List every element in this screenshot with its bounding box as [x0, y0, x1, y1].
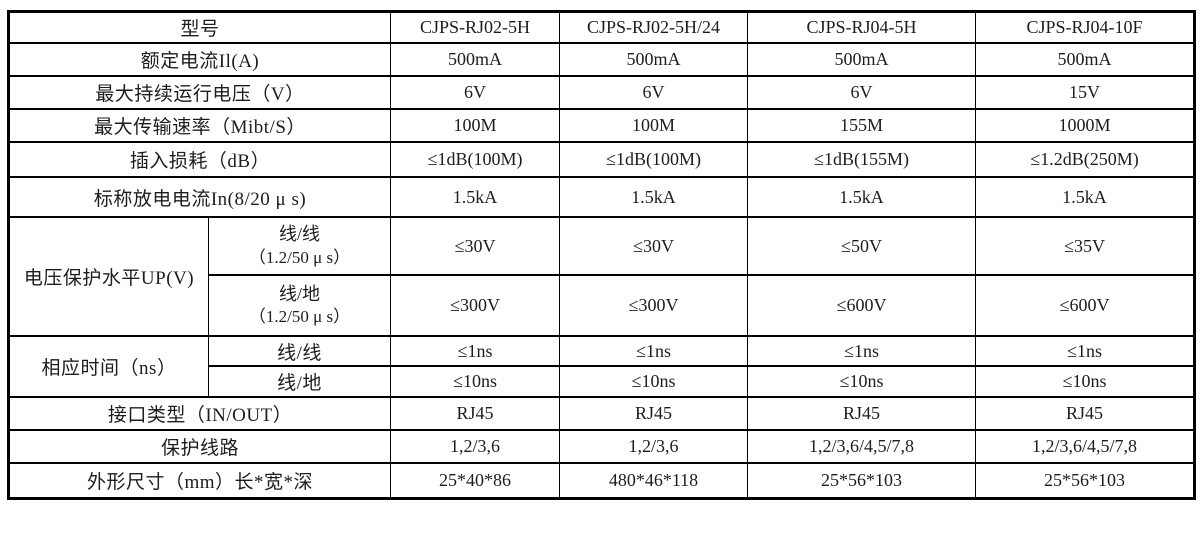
- row-label: 外形尺寸（mm）长*宽*深: [7, 462, 392, 500]
- model-name: CJPS-RJ02-5H/24: [559, 10, 749, 44]
- spec-value: 1.5kA: [390, 176, 561, 218]
- spec-value: 6V: [390, 75, 561, 110]
- spec-value: ≤10ns: [390, 365, 561, 398]
- row-label: 标称放电电流In(8/20 μ s): [7, 176, 392, 218]
- spec-value: ≤30V: [559, 216, 749, 276]
- spec-row-transfer-rate: 最大传输速率（Mibt/S） 100M 100M 155M 1000M: [7, 108, 1196, 143]
- row-label: 最大传输速率（Mibt/S）: [7, 108, 392, 143]
- spec-value: ≤1ns: [975, 335, 1196, 367]
- spec-value: 1.5kA: [975, 176, 1196, 218]
- subrow-label-note: （1.2/50 μ s）: [248, 307, 351, 327]
- spec-table: 型号 CJPS-RJ02-5H CJPS-RJ02-5H/24 CJPS-RJ0…: [7, 10, 1197, 500]
- spec-value: ≤1dB(100M): [390, 141, 561, 178]
- spec-row-up-line-line: 电压保护水平UP(V) 线/线 （1.2/50 μ s） ≤30V ≤30V ≤…: [8, 216, 1196, 337]
- spec-value: 1000M: [975, 108, 1196, 143]
- spec-value: 500mA: [559, 42, 749, 77]
- model-row: 型号 CJPS-RJ02-5H CJPS-RJ02-5H/24 CJPS-RJ0…: [7, 10, 1196, 44]
- subrow-label-note: （1.2/50 μ s）: [248, 247, 351, 267]
- spec-value: 25*56*103: [975, 462, 1196, 500]
- row-label: 额定电流Il(A): [7, 42, 392, 77]
- spec-value: 500mA: [390, 42, 561, 77]
- spec-value: ≤600V: [747, 274, 977, 337]
- spec-value: ≤10ns: [559, 365, 749, 398]
- spec-value: ≤50V: [747, 216, 977, 276]
- spec-row-max-voltage: 最大持续运行电压（V） 6V 6V 6V 15V: [7, 75, 1196, 110]
- spec-value: 1,2/3,6: [559, 429, 749, 464]
- spec-value: 1,2/3,6/4,5/7,8: [975, 429, 1196, 464]
- spec-value: ≤1ns: [559, 335, 749, 367]
- group-label-voltage-protection: 电压保护水平UP(V): [8, 216, 209, 337]
- spec-value: RJ45: [390, 396, 561, 431]
- row-label: 最大持续运行电压（V）: [7, 75, 392, 110]
- spec-row-up-line-ground: 线/地 （1.2/50 μ s） ≤300V ≤300V ≤600V ≤600V: [9, 274, 1196, 337]
- spec-row-response-line-ground: 线/地 ≤10ns ≤10ns ≤10ns ≤10ns: [9, 365, 1196, 398]
- spec-value: 6V: [559, 75, 749, 110]
- spec-value: ≤1dB(155M): [747, 141, 977, 178]
- spec-value: ≤1ns: [747, 335, 977, 367]
- spec-row-protected-lines: 保护线路 1,2/3,6 1,2/3,6 1,2/3,6/4,5/7,8 1,2…: [7, 429, 1196, 464]
- spec-value: ≤30V: [390, 216, 561, 276]
- spec-row-insertion-loss: 插入损耗（dB） ≤1dB(100M) ≤1dB(100M) ≤1dB(155M…: [7, 141, 1196, 178]
- spec-value: 480*46*118: [559, 462, 749, 500]
- spec-value: ≤300V: [559, 274, 749, 337]
- spec-row-rated-current: 额定电流Il(A) 500mA 500mA 500mA 500mA: [7, 42, 1196, 77]
- spec-value: 100M: [390, 108, 561, 143]
- spec-value: 25*40*86: [390, 462, 561, 500]
- spec-value: ≤10ns: [747, 365, 977, 398]
- subrow-label: 线/地: [207, 365, 392, 398]
- spec-value: 1,2/3,6/4,5/7,8: [747, 429, 977, 464]
- spec-value: RJ45: [559, 396, 749, 431]
- spec-value: ≤1.2dB(250M): [975, 141, 1196, 178]
- spec-value: 1.5kA: [747, 176, 977, 218]
- spec-value: 1,2/3,6: [390, 429, 561, 464]
- model-name: CJPS-RJ04-5H: [747, 10, 977, 44]
- model-name: CJPS-RJ04-10F: [975, 10, 1196, 44]
- spec-value: ≤1ns: [390, 335, 561, 367]
- spec-value: 15V: [975, 75, 1196, 110]
- subrow-label: 线/地: [279, 283, 321, 304]
- spec-value: ≤300V: [390, 274, 561, 337]
- row-label: 插入损耗（dB）: [7, 141, 392, 178]
- spec-row-interface-type: 接口类型（IN/OUT） RJ45 RJ45 RJ45 RJ45: [7, 396, 1196, 431]
- row-label: 接口类型（IN/OUT）: [7, 396, 392, 431]
- subrow-label-cell: 线/地 （1.2/50 μ s）: [207, 274, 392, 337]
- subrow-label: 线/线: [279, 224, 321, 245]
- subrow-label-cell: 线/线 （1.2/50 μ s）: [207, 216, 392, 276]
- spec-value: RJ45: [975, 396, 1196, 431]
- spec-value: 1.5kA: [559, 176, 749, 218]
- spec-value: ≤35V: [975, 216, 1196, 276]
- spec-value: ≤600V: [975, 274, 1196, 337]
- spec-row-response-line-line: 相应时间（ns） 线/线 ≤1ns ≤1ns ≤1ns ≤1ns: [8, 335, 1196, 398]
- spec-value: 100M: [559, 108, 749, 143]
- spec-value: 500mA: [747, 42, 977, 77]
- row-label: 保护线路: [7, 429, 392, 464]
- spec-value: ≤1dB(100M): [559, 141, 749, 178]
- spec-value: 155M: [747, 108, 977, 143]
- spec-value: ≤10ns: [975, 365, 1196, 398]
- model-name: CJPS-RJ02-5H: [390, 10, 561, 44]
- spec-value: 25*56*103: [747, 462, 977, 500]
- spec-value: RJ45: [747, 396, 977, 431]
- spec-row-discharge-current: 标称放电电流In(8/20 μ s) 1.5kA 1.5kA 1.5kA 1.5…: [7, 176, 1196, 218]
- spec-value: 6V: [747, 75, 977, 110]
- group-label-response-time: 相应时间（ns）: [8, 335, 209, 398]
- spec-row-dimensions: 外形尺寸（mm）长*宽*深 25*40*86 480*46*118 25*56*…: [7, 462, 1196, 500]
- subrow-label: 线/线: [207, 335, 392, 367]
- spec-value: 500mA: [975, 42, 1196, 77]
- model-row-label: 型号: [7, 10, 392, 44]
